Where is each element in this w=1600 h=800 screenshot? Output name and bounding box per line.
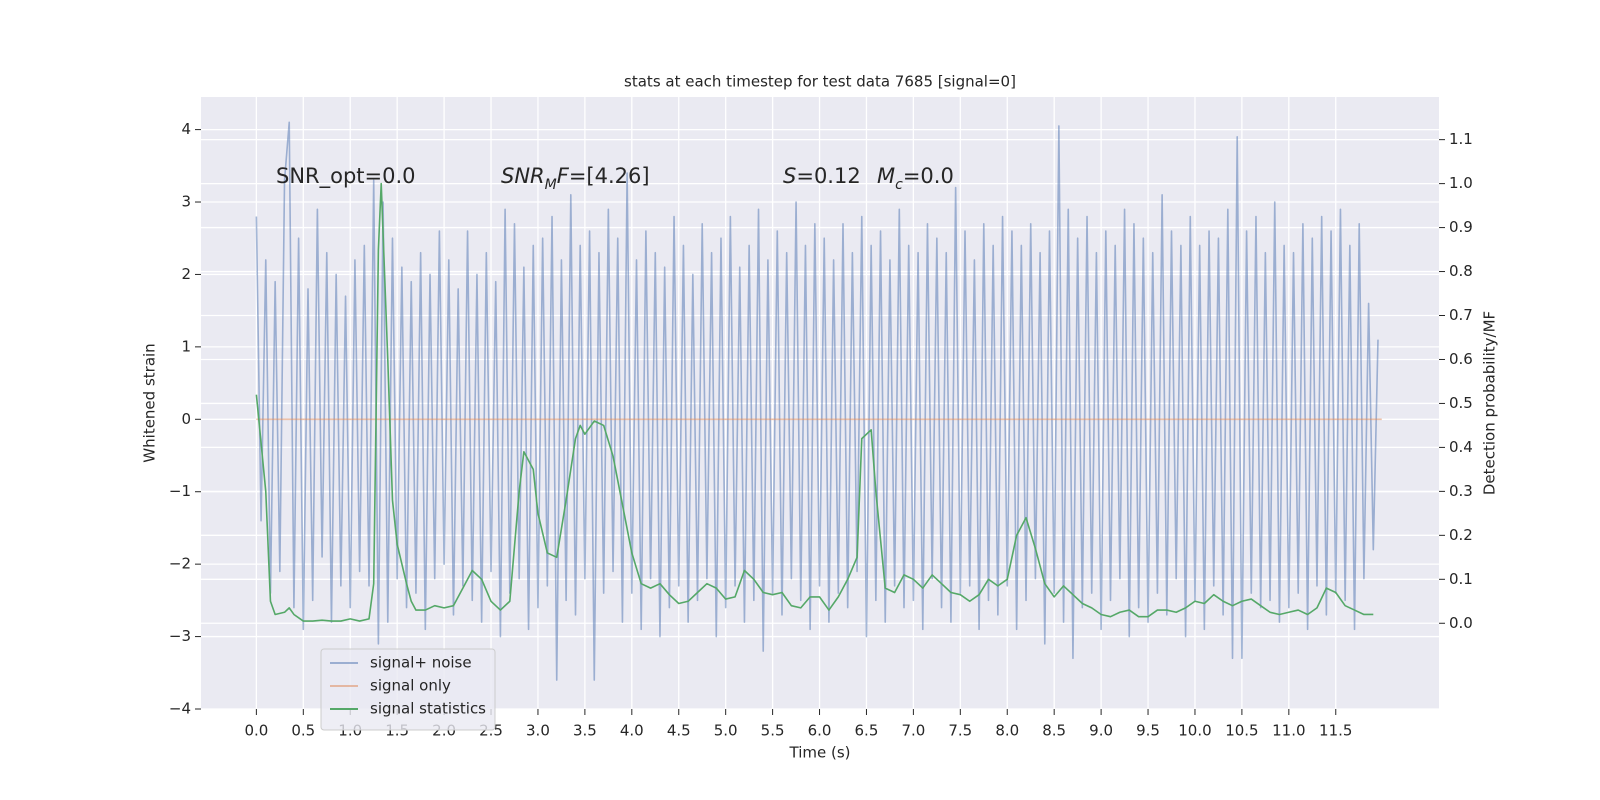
annotation-part: S: [783, 164, 796, 188]
x-tick-label: 5.5: [761, 722, 785, 740]
y2-tick-label: 0.4: [1449, 438, 1473, 456]
x-tick-label: 8.5: [1042, 722, 1066, 740]
x-tick-label: 0.5: [291, 722, 315, 740]
annotation-part: F: [557, 164, 570, 188]
y-tick-label: −2: [169, 555, 191, 573]
annotation-part: =0.0: [903, 164, 954, 188]
x-tick-label: 11.5: [1319, 722, 1352, 740]
annotation-part: SNR_opt=0.0: [276, 164, 416, 189]
x-tick-label: 4.0: [620, 722, 644, 740]
legend-box: [320, 648, 496, 731]
y2-tick-label: 0.8: [1449, 262, 1473, 280]
y-tick-label: 0: [181, 410, 191, 428]
annotation: Mc=0.0: [877, 164, 954, 193]
y-tick-label: −3: [169, 627, 191, 645]
legend-label: signal statistics: [370, 700, 486, 718]
y2-tick-label: 0.0: [1449, 614, 1473, 632]
series-line: [255, 121, 1379, 681]
x-tick-label: 6.0: [808, 722, 832, 740]
y-tick-label: −1: [169, 482, 191, 500]
legend-label: signal+ noise: [370, 654, 472, 672]
y-tick-label: 1: [181, 337, 191, 355]
y-axis-label: Whitened strain: [141, 343, 159, 462]
annotation: SNRMF=[4.26]: [501, 164, 650, 193]
chart-title: stats at each timestep for test data 768…: [624, 73, 1016, 91]
y2-tick-label: 0.2: [1449, 526, 1473, 544]
y-tick-label: 4: [181, 120, 191, 138]
x-tick-label: 3.5: [573, 722, 597, 740]
x-tick-label: 11.0: [1272, 722, 1305, 740]
annotation-part: c: [895, 177, 903, 193]
legend-label: signal only: [370, 677, 451, 695]
x-tick-label: 4.5: [667, 722, 691, 740]
annotation-part: SNR: [501, 164, 545, 188]
annotation-part: M: [545, 177, 557, 193]
y2-tick-label: 0.3: [1449, 482, 1473, 500]
y-tick-label: 2: [181, 265, 191, 283]
y-tick-label: −4: [169, 700, 191, 718]
y2-tick-label: 0.7: [1449, 306, 1473, 324]
x-tick-label: 6.5: [855, 722, 879, 740]
y2-tick-label: 0.5: [1449, 394, 1473, 412]
y2-tick-label: 0.1: [1449, 570, 1473, 588]
x-tick-label: 10.0: [1178, 722, 1211, 740]
x-tick-label: 7.5: [948, 722, 972, 740]
annotation-part: =0.12: [796, 164, 860, 188]
x-tick-label: 9.0: [1089, 722, 1113, 740]
x-tick-label: 7.0: [901, 722, 925, 740]
annotation: SNR_opt=0.0: [276, 164, 416, 189]
x-tick-label: 5.0: [714, 722, 738, 740]
x-tick-label: 8.0: [995, 722, 1019, 740]
annotation-part: =[4.26]: [569, 164, 650, 188]
y2-tick-label: 1.1: [1449, 130, 1473, 148]
x-axis-label: Time (s): [789, 744, 851, 762]
x-tick-label: 10.5: [1225, 722, 1258, 740]
x-tick-label: 9.5: [1136, 722, 1160, 740]
x-tick-label: 0.0: [244, 722, 268, 740]
y2-axis-label: Detection probability/MF: [1481, 311, 1499, 495]
series-line: [255, 182, 1374, 622]
y2-tick-label: 0.6: [1449, 350, 1473, 368]
legend: signal+ noise signal only signal statistic…: [320, 648, 496, 731]
annotation-part: M: [877, 164, 895, 188]
x-tick-label: 3.0: [526, 722, 550, 740]
y2-tick-label: 1.0: [1449, 174, 1473, 192]
y2-tick-label: 0.9: [1449, 218, 1473, 236]
annotation: S=0.12: [783, 164, 861, 188]
y-tick-label: 3: [181, 193, 191, 211]
